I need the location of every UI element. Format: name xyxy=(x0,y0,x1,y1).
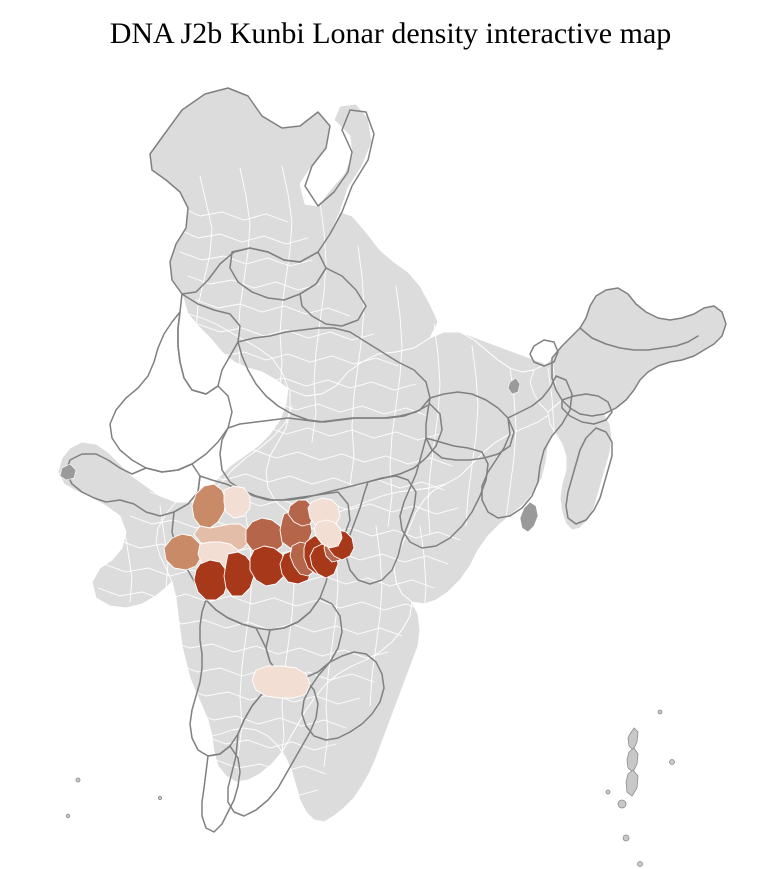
patch-bengal-north xyxy=(507,377,521,395)
island-lakshadweep-a xyxy=(75,777,81,783)
district-nandurbar[interactable] xyxy=(191,483,227,529)
dark-grey-patches xyxy=(59,377,539,533)
district-grid xyxy=(97,165,555,821)
state-outline-uttarakhand xyxy=(299,267,367,327)
island-dot-a xyxy=(657,709,663,715)
page-title: DNA J2b Kunbi Lonar density interactive … xyxy=(109,17,672,50)
island-car-nicobar xyxy=(622,834,630,842)
map-canvas[interactable] xyxy=(0,56,781,869)
state-outline-northeast xyxy=(551,287,727,417)
island-dot-c xyxy=(605,789,611,795)
state-boundaries xyxy=(65,87,727,833)
state-outline-mp xyxy=(219,403,443,501)
state-outline-gujarat xyxy=(65,453,201,517)
patch-sundarbans xyxy=(519,501,539,533)
state-outline-assam-inner xyxy=(579,327,699,351)
district-aurangabad[interactable] xyxy=(193,559,229,601)
district-base-south[interactable] xyxy=(211,601,421,823)
district-dhule[interactable] xyxy=(223,485,251,519)
state-outline-meghalaya xyxy=(561,393,613,425)
base-landmass xyxy=(57,87,727,823)
district-nashik[interactable] xyxy=(163,533,203,571)
state-outline-chhattisgarh xyxy=(345,475,417,585)
state-outline-tripura-mizoram xyxy=(565,427,613,525)
island-nancowry xyxy=(637,861,643,867)
district-telangana-north[interactable] xyxy=(251,665,311,699)
island-dot-b xyxy=(669,759,675,765)
island-andaman-middle xyxy=(626,747,639,773)
district-washim[interactable] xyxy=(249,545,287,587)
island-lakshadweep-b xyxy=(65,813,71,819)
state-outline-kerala xyxy=(201,745,241,833)
state-outline-andhra xyxy=(301,651,385,741)
district-buldhana[interactable] xyxy=(245,517,285,555)
state-outline-sikkim xyxy=(529,339,559,367)
island-little-andaman xyxy=(617,799,627,809)
india-map-svg[interactable] xyxy=(0,56,781,869)
district-base-ne-lower[interactable] xyxy=(547,399,613,531)
state-outline-odisha xyxy=(399,437,489,549)
state-outline-jk xyxy=(149,87,375,295)
district-jalna[interactable] xyxy=(223,551,255,597)
highlighted-districts[interactable] xyxy=(163,483,355,699)
island-andaman-north xyxy=(627,727,639,751)
islands xyxy=(65,709,675,867)
district-base-bengal-corridor[interactable] xyxy=(529,357,563,413)
patch-kutch-west xyxy=(59,463,77,481)
district-chhindwara[interactable] xyxy=(313,519,343,549)
island-andaman-south xyxy=(625,769,639,797)
island-lakshadweep-c xyxy=(157,796,162,801)
